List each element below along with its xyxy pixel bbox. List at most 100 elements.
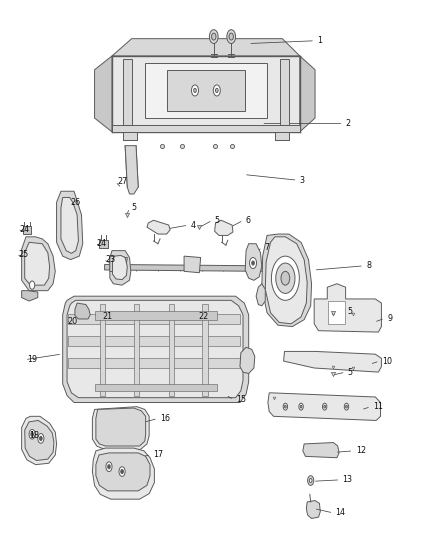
Polygon shape — [95, 311, 217, 320]
Text: 2: 2 — [346, 119, 351, 128]
Polygon shape — [22, 226, 31, 234]
Text: 5: 5 — [132, 203, 137, 212]
Text: 20: 20 — [67, 317, 78, 326]
Polygon shape — [68, 314, 240, 324]
Text: 1: 1 — [317, 36, 322, 45]
Polygon shape — [75, 303, 90, 319]
Polygon shape — [240, 348, 255, 374]
Polygon shape — [92, 407, 149, 449]
Text: 24: 24 — [19, 225, 30, 235]
Polygon shape — [328, 301, 345, 324]
Polygon shape — [123, 132, 137, 140]
Circle shape — [209, 30, 218, 44]
Text: 5: 5 — [348, 368, 353, 377]
Circle shape — [227, 30, 236, 44]
Circle shape — [38, 433, 44, 443]
Circle shape — [106, 462, 112, 472]
Circle shape — [272, 256, 299, 300]
Polygon shape — [134, 304, 139, 395]
Circle shape — [322, 403, 327, 410]
Circle shape — [324, 405, 325, 408]
Text: 27: 27 — [117, 177, 127, 186]
Polygon shape — [67, 300, 243, 398]
Text: 5: 5 — [348, 307, 353, 316]
Polygon shape — [68, 358, 240, 368]
Polygon shape — [105, 264, 263, 271]
Circle shape — [39, 437, 42, 440]
Circle shape — [299, 403, 303, 410]
Circle shape — [29, 430, 35, 439]
Polygon shape — [100, 304, 106, 395]
Polygon shape — [300, 56, 315, 132]
Text: 24: 24 — [97, 239, 107, 248]
Text: 7: 7 — [265, 244, 270, 252]
Circle shape — [344, 403, 349, 410]
Text: 16: 16 — [160, 414, 170, 423]
Polygon shape — [123, 59, 132, 125]
Circle shape — [121, 470, 124, 474]
Polygon shape — [25, 421, 54, 461]
Text: 26: 26 — [71, 198, 81, 207]
Circle shape — [309, 479, 312, 482]
Polygon shape — [21, 237, 55, 290]
Polygon shape — [256, 284, 265, 306]
Text: 22: 22 — [198, 312, 209, 321]
Text: 10: 10 — [382, 357, 392, 366]
Polygon shape — [110, 251, 131, 285]
Polygon shape — [184, 256, 201, 273]
Circle shape — [300, 405, 302, 408]
Polygon shape — [112, 125, 300, 132]
Polygon shape — [96, 453, 150, 491]
Polygon shape — [99, 239, 108, 248]
Polygon shape — [112, 56, 300, 132]
Polygon shape — [113, 255, 127, 280]
Circle shape — [215, 88, 218, 93]
Circle shape — [31, 432, 33, 437]
Text: 18: 18 — [29, 431, 39, 440]
Circle shape — [119, 467, 125, 477]
Text: 25: 25 — [18, 251, 28, 259]
Polygon shape — [96, 408, 146, 446]
Circle shape — [213, 85, 220, 96]
Polygon shape — [95, 384, 217, 391]
Polygon shape — [147, 220, 170, 234]
Circle shape — [276, 263, 295, 294]
Text: 11: 11 — [373, 402, 383, 411]
Circle shape — [250, 257, 257, 269]
Polygon shape — [63, 296, 249, 402]
Text: 14: 14 — [336, 508, 346, 518]
Polygon shape — [169, 304, 174, 395]
Circle shape — [108, 465, 110, 469]
Circle shape — [191, 85, 198, 96]
Polygon shape — [95, 56, 112, 132]
Polygon shape — [303, 442, 339, 458]
Polygon shape — [314, 284, 381, 332]
Text: 9: 9 — [387, 314, 392, 323]
Polygon shape — [268, 393, 381, 421]
Polygon shape — [265, 237, 307, 324]
Text: 5: 5 — [215, 216, 220, 225]
Text: 17: 17 — [153, 450, 164, 459]
Text: 15: 15 — [236, 395, 246, 404]
Polygon shape — [112, 39, 300, 56]
Circle shape — [283, 403, 288, 410]
Text: 6: 6 — [246, 216, 251, 225]
Circle shape — [346, 405, 347, 408]
Polygon shape — [280, 59, 289, 125]
Polygon shape — [25, 243, 49, 285]
Polygon shape — [57, 191, 83, 260]
Polygon shape — [110, 256, 127, 273]
Circle shape — [29, 281, 35, 289]
Circle shape — [252, 261, 254, 265]
Polygon shape — [145, 63, 267, 118]
Polygon shape — [262, 234, 311, 327]
Text: 12: 12 — [356, 446, 366, 455]
Text: 13: 13 — [343, 475, 353, 484]
Circle shape — [285, 405, 286, 408]
Circle shape — [194, 88, 196, 93]
Polygon shape — [275, 132, 289, 140]
Text: 23: 23 — [106, 255, 116, 264]
Polygon shape — [306, 500, 320, 519]
Polygon shape — [125, 146, 138, 194]
Polygon shape — [21, 290, 38, 301]
